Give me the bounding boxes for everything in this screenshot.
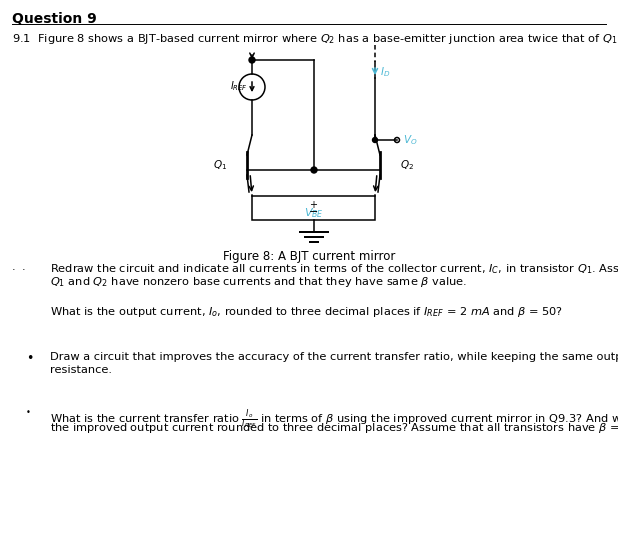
Text: $I_{REF}$: $I_{REF}$ [230, 79, 248, 93]
Circle shape [311, 167, 317, 173]
Circle shape [249, 57, 255, 63]
Text: $Q_1$: $Q_1$ [213, 158, 227, 172]
Text: $I_D$: $I_D$ [380, 65, 391, 79]
Text: •: • [26, 352, 33, 365]
Text: −: − [309, 207, 318, 217]
Text: $Q_2$: $Q_2$ [400, 158, 414, 172]
Text: .: . [22, 262, 25, 272]
Text: Redraw the circuit and indicate all currents in terms of the collector current, : Redraw the circuit and indicate all curr… [50, 262, 618, 276]
Text: Draw a circuit that improves the accuracy of the current transfer ratio, while k: Draw a circuit that improves the accurac… [50, 352, 618, 362]
Text: .: . [12, 262, 15, 272]
Text: $Q_1$ and $Q_2$ have nonzero base currents and that they have same $\beta$ value: $Q_1$ and $Q_2$ have nonzero base curren… [50, 275, 467, 289]
Text: What is the current transfer ratio $\frac{I_o}{I_{REF}}$ in terms of $\beta$ usi: What is the current transfer ratio $\fra… [50, 408, 618, 432]
Text: resistance.: resistance. [50, 365, 112, 375]
Text: $V_{BE}$: $V_{BE}$ [303, 206, 323, 220]
Text: Figure 8: A BJT current mirror: Figure 8: A BJT current mirror [223, 250, 395, 263]
Text: $V_O$: $V_O$ [403, 133, 418, 147]
Text: +: + [310, 200, 318, 210]
Text: •: • [26, 408, 31, 417]
Bar [252, 196, 375, 220]
Text: the improved output current rounded to three decimal places? Assume that all tra: the improved output current rounded to t… [50, 421, 618, 435]
Text: 9.1  Figure 8 shows a BJT-based current mirror where $Q_2$ has a base-emitter ju: 9.1 Figure 8 shows a BJT-based current m… [12, 32, 618, 46]
Text: What is the output current, $I_o$, rounded to three decimal places if $I_{REF}$ : What is the output current, $I_o$, round… [50, 305, 563, 319]
Circle shape [373, 137, 378, 143]
Text: Question 9: Question 9 [12, 12, 97, 26]
